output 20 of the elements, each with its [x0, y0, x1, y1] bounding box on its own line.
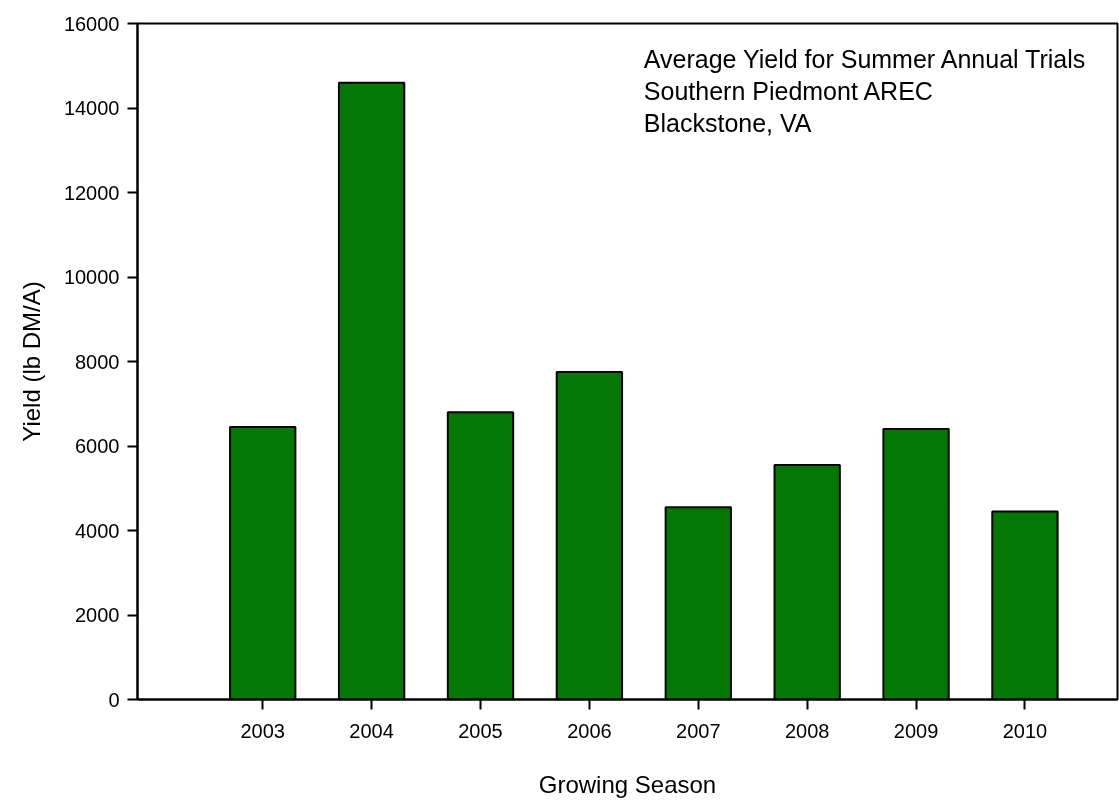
y-tick-label: 2000 [75, 604, 120, 626]
x-tick-label: 2006 [567, 719, 612, 742]
x-tick-label: 2003 [240, 719, 285, 742]
y-tick-label: 6000 [75, 435, 120, 457]
y-tick-label: 4000 [75, 519, 120, 542]
y-tick-label: 16000 [63, 12, 120, 35]
y-tick-label: 0 [108, 688, 120, 711]
text: Average Yield for Summer Annual Trials Southern Piedmont AREC Blackstone, VA [643, 44, 1086, 138]
x-axis-title: Growing Season [538, 770, 717, 798]
x-tick-label: 2005 [458, 719, 503, 742]
y-tick-label: 8000 [75, 350, 120, 373]
y-axis-title: Yield (lb DM/A) [17, 281, 45, 442]
x-tick-label: 2010 [1002, 719, 1048, 742]
x-tick-label: 2008 [784, 719, 830, 742]
y-tick-label: 12000 [63, 181, 120, 204]
x-tick-label: 2004 [349, 719, 394, 742]
x-tick-label: 2009 [893, 719, 939, 742]
x-tick-label: 2007 [676, 719, 721, 742]
y-tick-label: 14000 [63, 97, 120, 119]
y-tick-label: 10000 [63, 266, 120, 288]
